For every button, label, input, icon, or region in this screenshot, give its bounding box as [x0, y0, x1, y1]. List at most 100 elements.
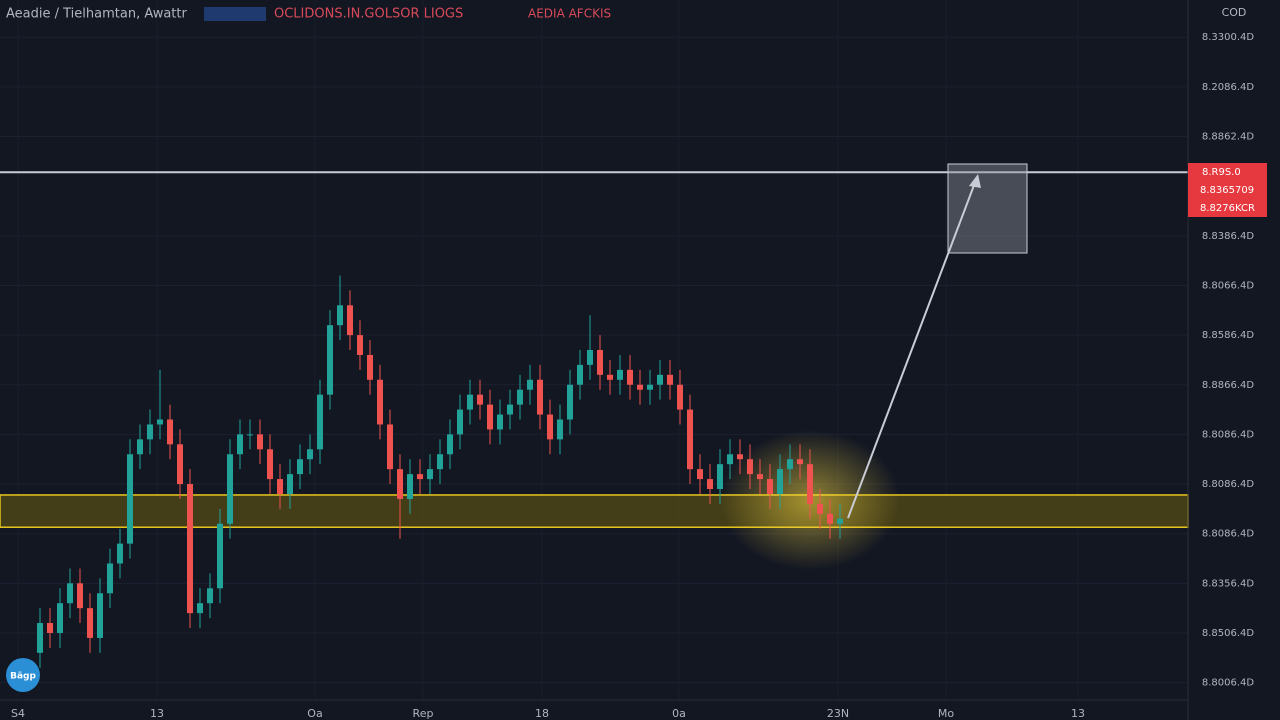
x-tick-label: 18 — [535, 707, 549, 720]
logo — [6, 658, 40, 692]
support-zone — [0, 494, 1189, 528]
candle-body — [67, 583, 73, 604]
candle-body — [417, 474, 423, 480]
target-box — [947, 163, 1028, 254]
price-label-box — [1188, 163, 1267, 217]
candle-body — [97, 593, 103, 638]
corner-label: COD — [1222, 6, 1247, 19]
candle-body — [787, 459, 793, 470]
candle-body — [707, 479, 713, 490]
candle-body — [297, 459, 303, 475]
candle-body — [807, 464, 813, 504]
candle-body — [247, 434, 253, 436]
candle-body — [637, 384, 643, 390]
candle-body — [227, 454, 233, 524]
y-tick-label: 8.8086.4D — [1202, 529, 1255, 540]
candle-body — [767, 479, 773, 494]
candle-body — [177, 444, 183, 485]
candle-body — [577, 364, 583, 385]
candle-body — [547, 414, 553, 440]
candle-body — [427, 469, 433, 480]
x-tick-label: 13 — [150, 707, 164, 720]
candle-body — [717, 464, 723, 490]
x-tick-label: S4 — [11, 707, 25, 720]
y-tick-label: 8.8066.4D — [1202, 280, 1255, 291]
candle-body — [687, 409, 693, 470]
candle-body — [697, 469, 703, 480]
x-tick-label: Mo — [938, 707, 954, 720]
candle-body — [837, 518, 843, 524]
candle-body — [117, 543, 123, 564]
candle-body — [747, 459, 753, 475]
x-tick-label: 13 — [1071, 707, 1085, 720]
candle-body — [127, 454, 133, 544]
candle-body — [107, 563, 113, 594]
arrow — [847, 179, 977, 519]
candle-body — [157, 419, 163, 425]
x-tick-label: 23N — [827, 707, 849, 720]
candle-body — [737, 454, 743, 460]
candle-body — [87, 608, 93, 638]
candle-body — [797, 459, 803, 465]
candle-body — [777, 469, 783, 494]
candle-body — [607, 374, 613, 380]
candle-body — [47, 623, 53, 633]
price-label: 8.8276KCR — [1200, 203, 1255, 214]
candle-body — [517, 389, 523, 405]
grid — [0, 36, 1188, 684]
candle-body — [667, 374, 673, 385]
candle-body — [447, 434, 453, 455]
candle-body — [527, 379, 533, 390]
logo-text: Bägp — [10, 672, 36, 682]
candle-body — [57, 603, 63, 633]
candle-body — [497, 414, 503, 430]
candle-body — [817, 503, 823, 514]
candle-body — [647, 384, 653, 390]
candle-body — [167, 419, 173, 445]
title-badge — [204, 7, 266, 21]
candle-body — [617, 369, 623, 380]
candle-body — [587, 350, 593, 365]
price-label: 8.R9S.0 — [1202, 167, 1241, 178]
candle-body — [457, 409, 463, 435]
candle-body — [197, 603, 203, 614]
candle-body — [337, 305, 343, 326]
x-tick-label: 0a — [672, 707, 686, 720]
candle-body — [257, 434, 263, 450]
y-tick-label: 8.8386.4D — [1202, 231, 1255, 242]
candle-body — [387, 424, 393, 470]
y-tick-label: 8.8356.4D — [1202, 578, 1255, 589]
candle-body — [137, 439, 143, 455]
candle-body — [437, 454, 443, 470]
candle-body — [357, 335, 363, 355]
x-tick-label: Rep — [413, 707, 434, 720]
zone-layer — [0, 494, 1189, 528]
candle-body — [347, 305, 353, 336]
chart-subtitle: OCLIDONS.IN.GOLSOR LIOGS — [274, 7, 463, 22]
candle-body — [677, 384, 683, 410]
x-tick-label: Oa — [307, 707, 322, 720]
y-tick-label: 8.8086.4D — [1202, 429, 1255, 440]
y-tick-label: 8.3300.4D — [1202, 32, 1255, 43]
candle-body — [327, 325, 333, 395]
y-tick-label: 8.8862.4D — [1202, 132, 1255, 143]
y-tick-label: 8.8866.4D — [1202, 380, 1255, 391]
candle-body — [557, 419, 563, 440]
candle-body — [77, 583, 83, 609]
candle-body — [307, 449, 313, 460]
candle-body — [267, 449, 273, 480]
price-label: 8.8365709 — [1200, 185, 1254, 196]
candle-body — [277, 479, 283, 494]
chart-title: Aeadie / Tielhamtan, Awattr — [6, 7, 187, 22]
candle-body — [407, 474, 413, 499]
candle-body — [217, 523, 223, 589]
candle-body — [507, 404, 513, 415]
y-tick-label: 8.8506.4D — [1202, 628, 1255, 639]
candle-body — [757, 474, 763, 480]
y-tick-label: 8.2086.4D — [1202, 82, 1255, 93]
y-tick-label: 8.8086.4D — [1202, 479, 1255, 490]
candle-body — [397, 469, 403, 499]
candle-body — [147, 424, 153, 440]
